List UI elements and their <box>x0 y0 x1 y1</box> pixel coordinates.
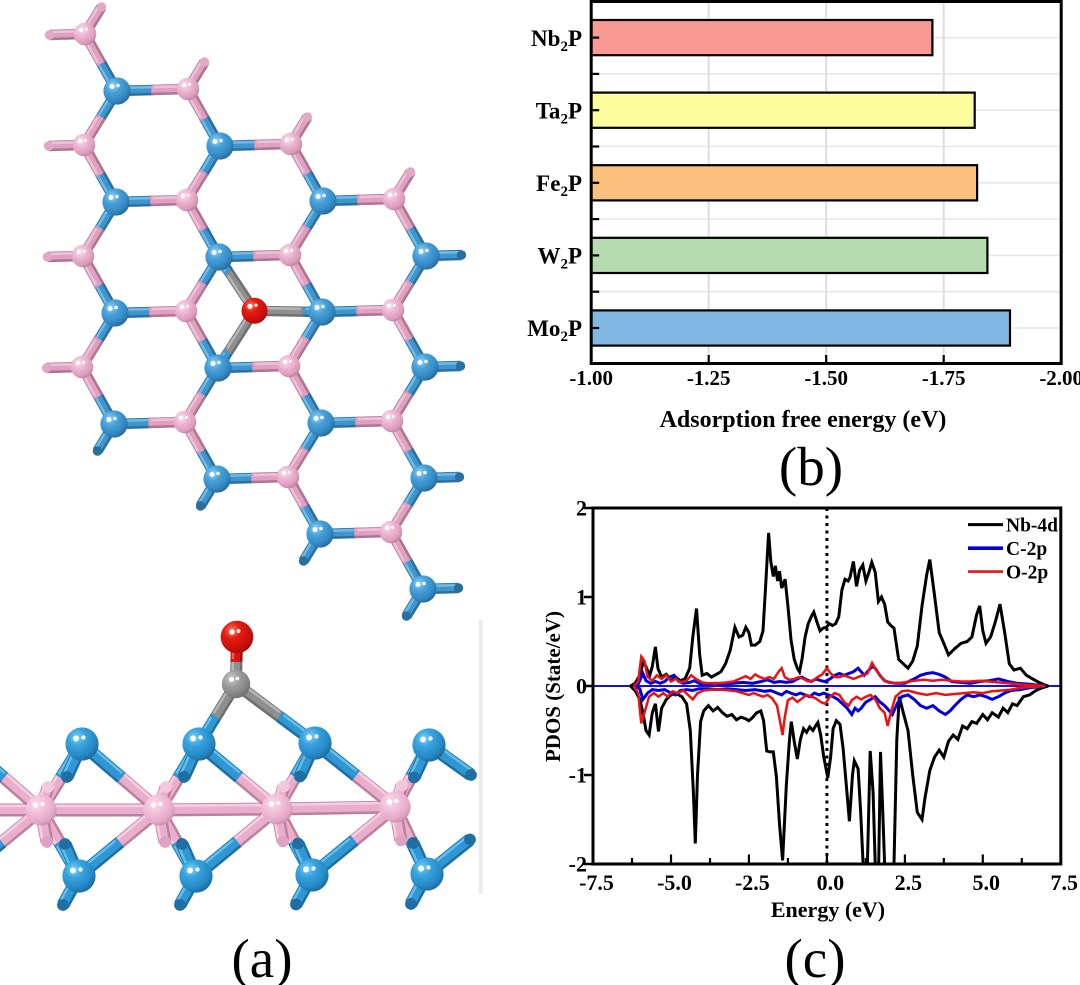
svg-text:1: 1 <box>576 584 587 609</box>
svg-text:-1: -1 <box>569 762 587 787</box>
svg-text:(a): (a) <box>231 928 292 985</box>
svg-text:Nb-4d: Nb-4d <box>1006 516 1058 537</box>
svg-text:(c): (c) <box>784 928 845 985</box>
svg-text:Nb2P: Nb2P <box>531 26 582 55</box>
svg-text:-7.5: -7.5 <box>579 870 614 895</box>
svg-text:-2.5: -2.5 <box>735 870 770 895</box>
svg-text:W2P: W2P <box>537 244 582 273</box>
svg-text:Fe2P: Fe2P <box>536 171 582 200</box>
svg-text:-1.50: -1.50 <box>804 366 848 390</box>
svg-text:(b): (b) <box>779 436 843 497</box>
svg-text:2.5: 2.5 <box>895 870 923 895</box>
svg-text:O-2p: O-2p <box>1006 563 1048 584</box>
svg-text:0.0: 0.0 <box>817 870 845 895</box>
svg-text:5.0: 5.0 <box>973 870 1001 895</box>
svg-text:-1.00: -1.00 <box>569 366 613 390</box>
svg-text:0: 0 <box>576 673 587 698</box>
svg-text:7.5: 7.5 <box>1051 870 1079 895</box>
svg-text:2: 2 <box>576 495 587 520</box>
svg-text:Adsorption free energy (eV): Adsorption free energy (eV) <box>660 407 947 433</box>
svg-text:C-2p: C-2p <box>1006 539 1047 560</box>
svg-text:-5.0: -5.0 <box>657 870 692 895</box>
svg-text:Energy (eV): Energy (eV) <box>771 897 885 922</box>
svg-text:Mo2P: Mo2P <box>527 316 582 345</box>
svg-text:Ta2P: Ta2P <box>536 98 582 127</box>
svg-text:-1.75: -1.75 <box>922 366 966 390</box>
svg-text:-1.25: -1.25 <box>687 366 731 390</box>
svg-text:PDOS (State/eV): PDOS (State/eV) <box>541 611 565 762</box>
svg-text:-2: -2 <box>569 851 587 876</box>
svg-text:-2.00: -2.00 <box>1039 366 1080 390</box>
